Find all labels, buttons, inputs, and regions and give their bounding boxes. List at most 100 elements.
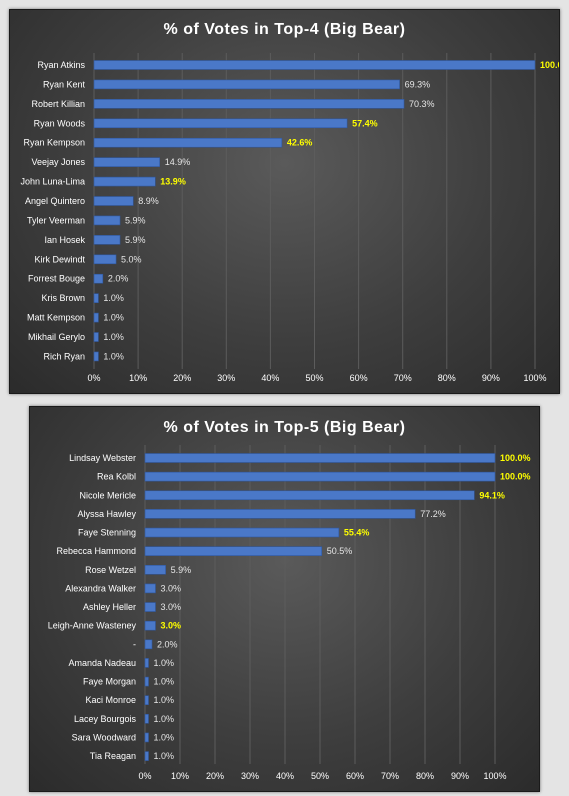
category-label: Kirk Dewindt: [34, 254, 85, 264]
bar: [144, 564, 166, 575]
category-label: Lindsay Webster: [69, 453, 136, 463]
category-label: Tyler Veerman: [27, 215, 85, 225]
x-tick-label: 100%: [483, 771, 506, 781]
category-label: Lacey Bourgois: [74, 714, 137, 724]
x-tick-label: 80%: [438, 373, 456, 383]
category-label: Amanda Nadeau: [68, 658, 136, 668]
category-label: Ashley Heller: [83, 602, 136, 612]
data-label: 1.0%: [154, 677, 175, 687]
x-tick-label: 40%: [261, 373, 279, 383]
data-label: 1.0%: [103, 293, 124, 303]
data-label: 42.6%: [287, 138, 313, 148]
bar: [144, 751, 149, 761]
x-tick-label: 90%: [451, 771, 469, 781]
category-label: Faye Stenning: [78, 528, 136, 538]
x-tick-label: 80%: [416, 771, 434, 781]
bar: [144, 695, 149, 705]
category-label: Matt Kempson: [27, 313, 85, 323]
data-label: 3.0%: [161, 621, 182, 631]
x-tick-label: 100%: [523, 373, 546, 383]
bar-chart-top4: 0% 10% 20% 30% 40% 50% 60% 70% 80% 90% 100% Ryan At…: [20, 53, 559, 383]
category-label: Robert Killian: [31, 99, 85, 109]
category-label: Veejay Jones: [31, 157, 85, 167]
x-tick-label: 30%: [241, 771, 259, 781]
bar-chart-top5: 0% 10% 20% 30% 40% 50% 60% 70% 80% 90% 100% Lindsay…: [48, 445, 531, 781]
data-label: 1.0%: [103, 351, 124, 361]
category-label: Rich Ryan: [43, 351, 85, 361]
data-label: 1.0%: [103, 313, 124, 323]
x-tick-label: 0%: [87, 373, 100, 383]
data-label: 14.9%: [165, 157, 191, 167]
x-tick-label: 50%: [311, 771, 329, 781]
x-tick-label: 40%: [276, 771, 294, 781]
bar: [144, 732, 149, 743]
category-label: Leigh-Anne Wasteney: [48, 621, 137, 631]
data-label: 70.3%: [409, 99, 435, 109]
data-label: 100.0%: [500, 472, 531, 482]
chart-title: % of Votes in Top-5 (Big Bear): [163, 419, 406, 436]
bar: [144, 676, 149, 687]
bar: [93, 235, 121, 245]
category-label: Kaci Monroe: [85, 695, 136, 705]
category-label: Mikhail Gerylo: [28, 332, 85, 342]
category-label: Alexandra Walker: [65, 583, 136, 593]
x-tick-label: 20%: [206, 771, 224, 781]
category-label: Faye Morgan: [83, 677, 136, 687]
bar: [144, 509, 416, 519]
bar: [93, 118, 348, 129]
chart-panel-top5: % of Votes in Top-5 (Big Bear) 0% 10% 20% 3…: [29, 406, 540, 792]
data-label: 1.0%: [154, 732, 175, 742]
bar: [144, 639, 153, 650]
data-label: 1.0%: [103, 332, 124, 342]
category-label: Angel Quintero: [25, 196, 85, 206]
x-tick-label: 90%: [482, 373, 500, 383]
x-tick-label: 70%: [394, 373, 412, 383]
bar: [93, 60, 536, 70]
data-label: 5.9%: [171, 565, 192, 575]
data-label: 100.0%: [540, 60, 559, 70]
data-label: 5.9%: [125, 235, 146, 245]
bar: [144, 471, 496, 482]
category-label: Ian Hosek: [44, 235, 85, 245]
bar: [93, 215, 121, 226]
bar: [144, 490, 475, 501]
x-tick-label: 60%: [346, 771, 364, 781]
data-label: 57.4%: [352, 118, 378, 128]
data-label: 1.0%: [154, 658, 175, 668]
category-label: Ryan Atkins: [37, 60, 85, 70]
x-tick-label: 70%: [381, 771, 399, 781]
data-label: 69.3%: [405, 79, 431, 89]
bar: [144, 453, 496, 463]
category-label: Sara Woodward: [72, 732, 136, 742]
x-tick-label: 0%: [138, 771, 151, 781]
data-label: 13.9%: [160, 177, 186, 187]
data-label: 5.9%: [125, 215, 146, 225]
x-tick-label: 50%: [305, 373, 323, 383]
category-label: Rose Wetzel: [85, 565, 136, 575]
category-label: Rea Kolbl: [97, 472, 136, 482]
bar: [93, 351, 99, 362]
bar: [93, 293, 99, 303]
bar: [93, 137, 283, 148]
data-label: 55.4%: [344, 528, 370, 538]
bar: [93, 196, 134, 206]
bar: [144, 546, 323, 556]
chart-title: % of Votes in Top-4 (Big Bear): [163, 21, 406, 38]
category-label: Tia Reagan: [90, 751, 136, 761]
category-label: Kris Brown: [41, 293, 85, 303]
data-label: 2.0%: [157, 639, 178, 649]
chart-panel-top4: % of Votes in Top-4 (Big Bear) 0% 10% 20% 3…: [9, 9, 560, 394]
data-label: 5.0%: [121, 254, 142, 264]
category-label: Alyssa Hawley: [77, 509, 136, 519]
x-tick-label: 60%: [350, 373, 368, 383]
data-label: 1.0%: [154, 751, 175, 761]
data-label: 3.0%: [161, 602, 182, 612]
bar: [93, 254, 117, 265]
data-label: 100.0%: [500, 453, 531, 463]
bar: [93, 312, 99, 323]
data-label: 2.0%: [108, 274, 129, 284]
bar: [144, 620, 156, 631]
bar: [144, 527, 340, 538]
bar: [144, 583, 156, 594]
x-tick-label: 20%: [173, 373, 191, 383]
